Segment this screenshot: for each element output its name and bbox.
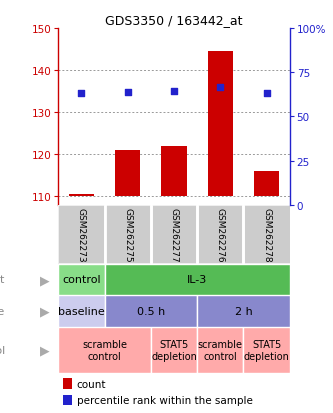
Text: agent: agent <box>0 275 5 285</box>
Text: ▶: ▶ <box>40 344 50 356</box>
Bar <box>254 172 279 197</box>
Point <box>218 84 223 91</box>
Bar <box>105 264 290 296</box>
Text: 2 h: 2 h <box>234 306 252 316</box>
Text: ▶: ▶ <box>40 273 50 286</box>
Text: count: count <box>77 379 106 389</box>
Text: ▶: ▶ <box>40 305 50 318</box>
Bar <box>58 296 105 327</box>
Bar <box>197 296 290 327</box>
Bar <box>151 327 197 373</box>
Bar <box>63 379 72 389</box>
Text: STAT5
depletion: STAT5 depletion <box>244 339 289 361</box>
Text: time: time <box>0 306 5 316</box>
Bar <box>115 151 141 197</box>
Bar <box>69 195 94 197</box>
Bar <box>58 264 105 296</box>
Text: scramble
control: scramble control <box>82 339 127 361</box>
Text: GDS3350 / 163442_at: GDS3350 / 163442_at <box>105 14 243 27</box>
Text: GSM262275: GSM262275 <box>123 207 132 262</box>
Text: GSM262278: GSM262278 <box>262 207 271 262</box>
Text: GSM262276: GSM262276 <box>216 207 225 262</box>
Text: GSM262277: GSM262277 <box>169 207 178 262</box>
Bar <box>161 147 187 197</box>
Text: STAT5
depletion: STAT5 depletion <box>151 339 197 361</box>
Bar <box>197 327 243 373</box>
Bar <box>106 206 150 263</box>
Text: control: control <box>62 275 101 285</box>
Text: IL-3: IL-3 <box>187 275 207 285</box>
Bar <box>198 206 242 263</box>
Text: scramble
control: scramble control <box>198 339 243 361</box>
Bar <box>58 327 151 373</box>
Point <box>264 91 269 97</box>
Text: baseline: baseline <box>58 306 105 316</box>
Text: percentile rank within the sample: percentile rank within the sample <box>77 395 253 405</box>
Point <box>171 88 176 95</box>
Point <box>79 91 84 97</box>
Text: 0.5 h: 0.5 h <box>137 306 165 316</box>
Text: GSM262273: GSM262273 <box>77 207 86 262</box>
Text: protocol: protocol <box>0 345 5 355</box>
Bar <box>63 394 72 405</box>
Bar <box>58 206 104 263</box>
Bar <box>105 296 197 327</box>
Bar <box>207 52 233 197</box>
Point <box>125 90 131 97</box>
Bar <box>243 327 290 373</box>
Bar <box>244 206 290 263</box>
Bar <box>152 206 196 263</box>
